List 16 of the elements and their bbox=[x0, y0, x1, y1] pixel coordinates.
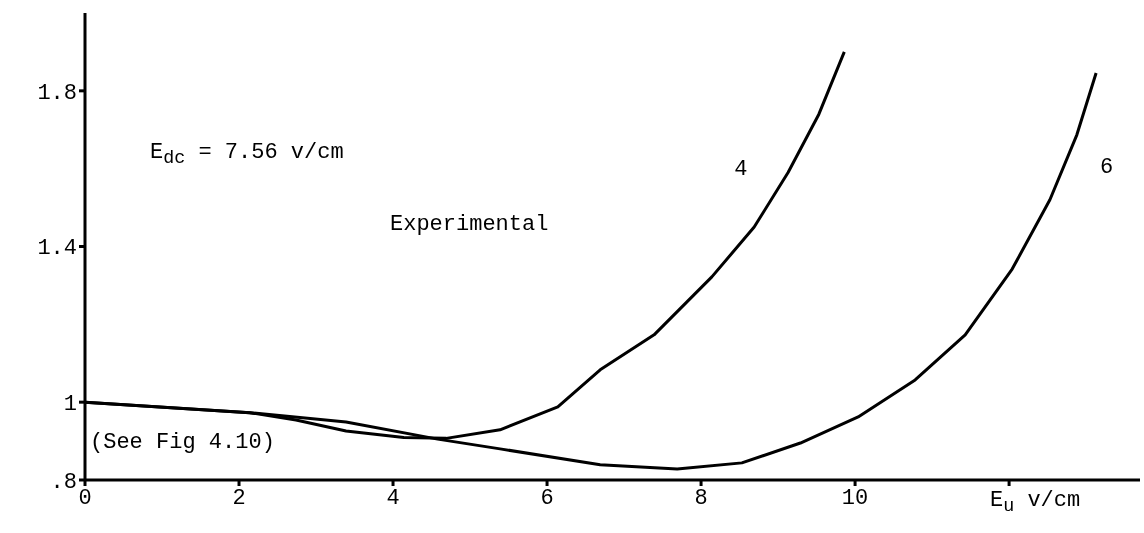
annotation: (See Fig 4.10) bbox=[90, 430, 275, 455]
x-tick-label: 6 bbox=[540, 485, 554, 511]
annotation: Experimental bbox=[390, 212, 549, 237]
x-tick-label: 4 bbox=[386, 485, 400, 511]
y-tick-label: .8 bbox=[50, 469, 77, 495]
x-tick-label: 8 bbox=[694, 485, 708, 511]
series-label: 6 bbox=[1100, 154, 1114, 180]
x-axis-title: E$_{u}$ v/cm bbox=[990, 488, 1081, 518]
x-tick-label: 2 bbox=[232, 485, 246, 511]
y-tick-label: 1.8 bbox=[37, 80, 77, 106]
annotation: E$_{dc}$ = 7.56 v/cm bbox=[150, 140, 344, 170]
x-tick-label: 10 bbox=[841, 485, 869, 511]
y-tick-label: 1.4 bbox=[37, 236, 77, 262]
y-tick-label: 1 bbox=[63, 391, 77, 417]
x-tick-label: 0 bbox=[78, 485, 92, 511]
series-label: 4 bbox=[734, 156, 748, 182]
